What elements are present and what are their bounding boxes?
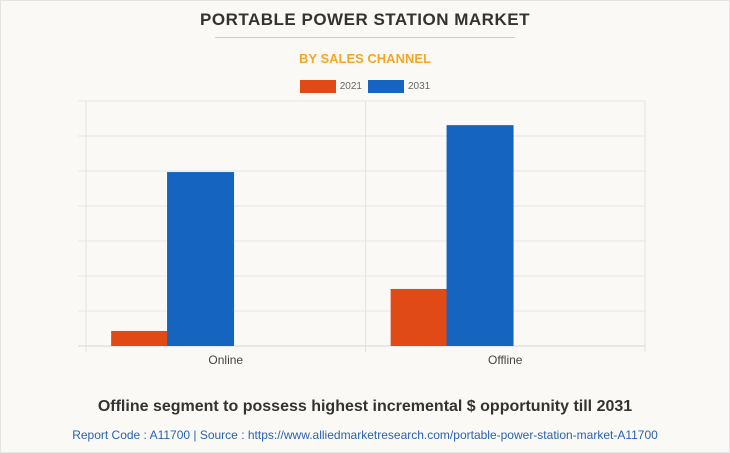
chart-title: PORTABLE POWER STATION MARKET [200, 10, 530, 29]
bar-offline-2021: 2021 Offline: 1.63 [390, 288, 458, 346]
chart-subtitle: BY SALES CHANNEL [299, 51, 431, 66]
legend-swatch-2031 [368, 80, 404, 93]
source-line[interactable]: Report Code : A11700 | Source : https://… [72, 428, 658, 442]
x-tick-label-online: Online [208, 353, 243, 367]
legend-swatch-2021 [299, 80, 336, 93]
legend-label-2021: 2021 [339, 81, 362, 92]
legend-item-2021[interactable]: 2021 [299, 80, 362, 93]
legend-item-2031[interactable]: 2031 [368, 80, 430, 93]
bar-offline-2031: 2031 Offline: 6.31 [446, 125, 514, 347]
legend: 2021 2031 [0, 80, 730, 93]
bar-online-2021: 2021 Online: 0.43 [111, 330, 179, 346]
legend-label-2031: 2031 [408, 81, 431, 92]
title-divider [215, 37, 515, 38]
x-tick-label-offline: Offline [488, 353, 523, 367]
chart-headline: Offline segment to possess highest incre… [97, 398, 633, 415]
bar-online-2031: 2031 Online: 4.97 [167, 172, 235, 346]
